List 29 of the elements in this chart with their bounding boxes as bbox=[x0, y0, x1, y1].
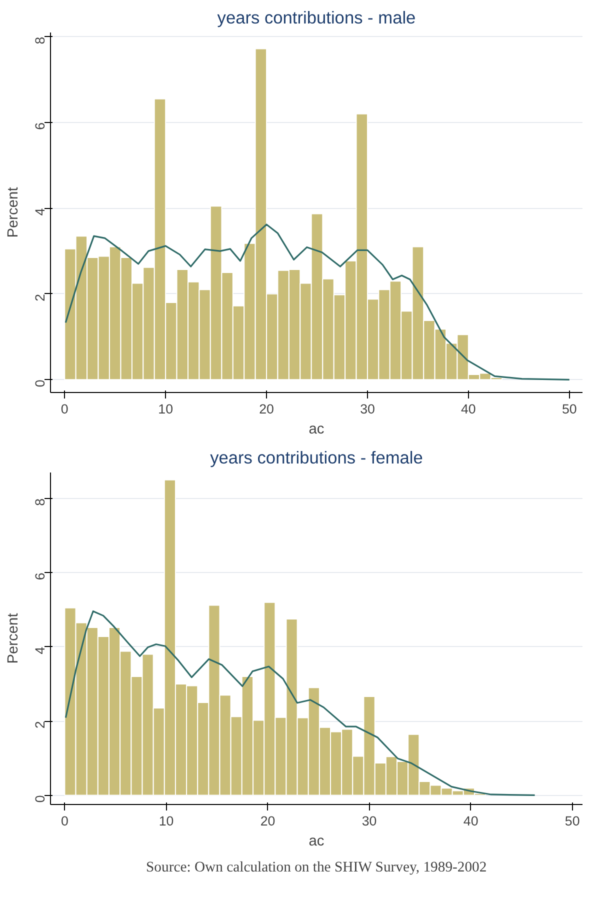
x-tick-label: 10 bbox=[158, 402, 173, 416]
x-tick-label: 20 bbox=[259, 402, 274, 416]
chart-title: years contributions - male bbox=[217, 8, 416, 28]
y-tick-label: 0 bbox=[32, 795, 48, 803]
x-tick-label: 30 bbox=[360, 402, 375, 416]
y-tick-label: 8 bbox=[32, 498, 48, 506]
y-axis-title: Percent bbox=[6, 613, 22, 664]
x-tick-label: 20 bbox=[260, 814, 276, 828]
y-tick-label: 8 bbox=[32, 36, 48, 44]
y-tick-label: 2 bbox=[32, 294, 48, 302]
y-axis-title: Percent bbox=[6, 187, 22, 238]
y-tick-label: 4 bbox=[32, 208, 48, 216]
x-tick-label: 50 bbox=[564, 814, 580, 828]
x-tick-label: 40 bbox=[461, 402, 476, 416]
y-tick-label: 6 bbox=[32, 122, 48, 130]
x-tick-label: 0 bbox=[61, 814, 68, 828]
y-tick-label: 6 bbox=[32, 572, 48, 580]
source-note: Source: Own calculation on the SHIW Survey, 1989-2002 bbox=[146, 860, 487, 876]
y-tick-label: 0 bbox=[32, 380, 48, 388]
x-tick-label: 30 bbox=[362, 814, 377, 828]
y-tick-label: 2 bbox=[32, 721, 48, 728]
x-tick-label: 10 bbox=[158, 814, 174, 828]
x-tick-label: 40 bbox=[463, 814, 478, 828]
chart-title: years contributions - female bbox=[210, 448, 423, 468]
y-tick-label: 4 bbox=[32, 646, 48, 654]
x-axis-title: ac bbox=[308, 422, 324, 438]
x-tick-label: 50 bbox=[562, 402, 577, 416]
x-tick-label: 0 bbox=[60, 402, 68, 416]
x-axis-title: ac bbox=[308, 834, 324, 850]
